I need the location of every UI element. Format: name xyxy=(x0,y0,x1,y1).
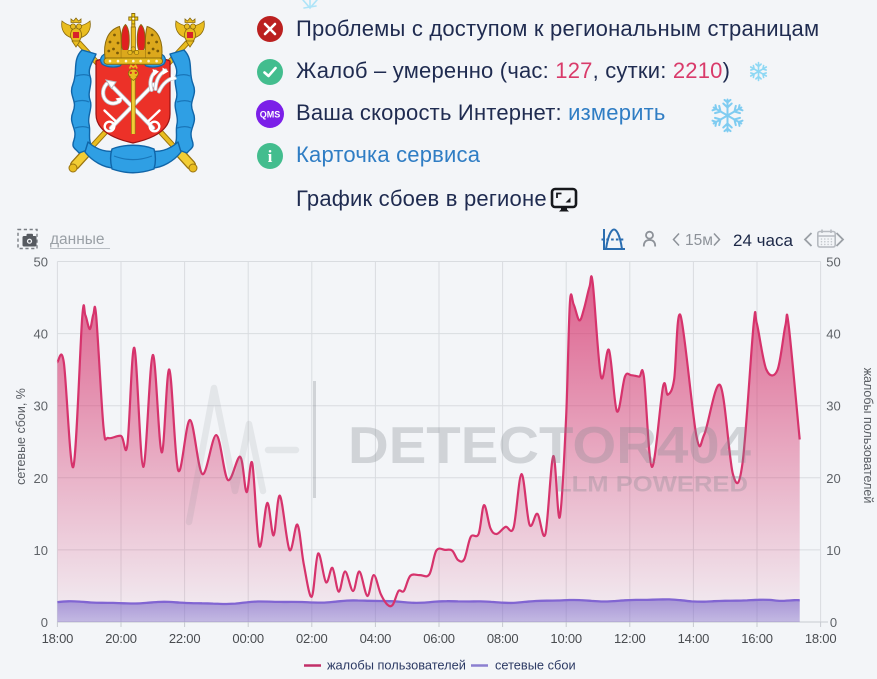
svg-text:02:00: 02:00 xyxy=(296,631,328,646)
svg-text:данные: данные xyxy=(50,231,105,248)
svg-text:16:00: 16:00 xyxy=(741,631,773,646)
svg-text:22:00: 22:00 xyxy=(169,631,201,646)
svg-text:жалобы пользователей: жалобы пользователей xyxy=(861,368,875,504)
svg-text:50: 50 xyxy=(34,255,48,270)
svg-text:08:00: 08:00 xyxy=(487,631,519,646)
svg-text:40: 40 xyxy=(826,327,840,342)
svg-text:QMS: QMS xyxy=(260,110,281,120)
svg-text:18:00: 18:00 xyxy=(42,631,74,646)
svg-text:24 часа: 24 часа xyxy=(733,231,793,250)
svg-text:04:00: 04:00 xyxy=(360,631,392,646)
svg-text:30: 30 xyxy=(826,399,840,414)
svg-text:LLM POWERED: LLM POWERED xyxy=(556,472,748,497)
svg-text:10: 10 xyxy=(34,543,48,558)
svg-text:20:00: 20:00 xyxy=(105,631,137,646)
svg-text:15м: 15м xyxy=(685,232,713,249)
svg-text:20: 20 xyxy=(34,471,48,486)
svg-text:20: 20 xyxy=(826,471,840,486)
svg-text:сетевые сбои, %: сетевые сбои, % xyxy=(14,388,28,485)
svg-text:10: 10 xyxy=(826,543,840,558)
svg-text:10:00: 10:00 xyxy=(550,631,582,646)
svg-text:18:00: 18:00 xyxy=(805,631,837,646)
svg-text:DETECTOR404: DETECTOR404 xyxy=(348,417,751,475)
svg-text:06:00: 06:00 xyxy=(423,631,455,646)
svg-text:0: 0 xyxy=(41,615,48,630)
svg-text:0: 0 xyxy=(830,615,837,630)
svg-text:30: 30 xyxy=(34,399,48,414)
svg-text:14:00: 14:00 xyxy=(678,631,710,646)
svg-text:50: 50 xyxy=(826,255,840,270)
svg-text:12:00: 12:00 xyxy=(614,631,646,646)
svg-text:00:00: 00:00 xyxy=(232,631,264,646)
svg-text:жалобы пользователей: жалобы пользователей xyxy=(327,658,466,673)
svg-text:40: 40 xyxy=(34,327,48,342)
svg-text:сетевые сбои: сетевые сбои xyxy=(495,658,576,673)
svg-text:i: i xyxy=(268,147,273,166)
